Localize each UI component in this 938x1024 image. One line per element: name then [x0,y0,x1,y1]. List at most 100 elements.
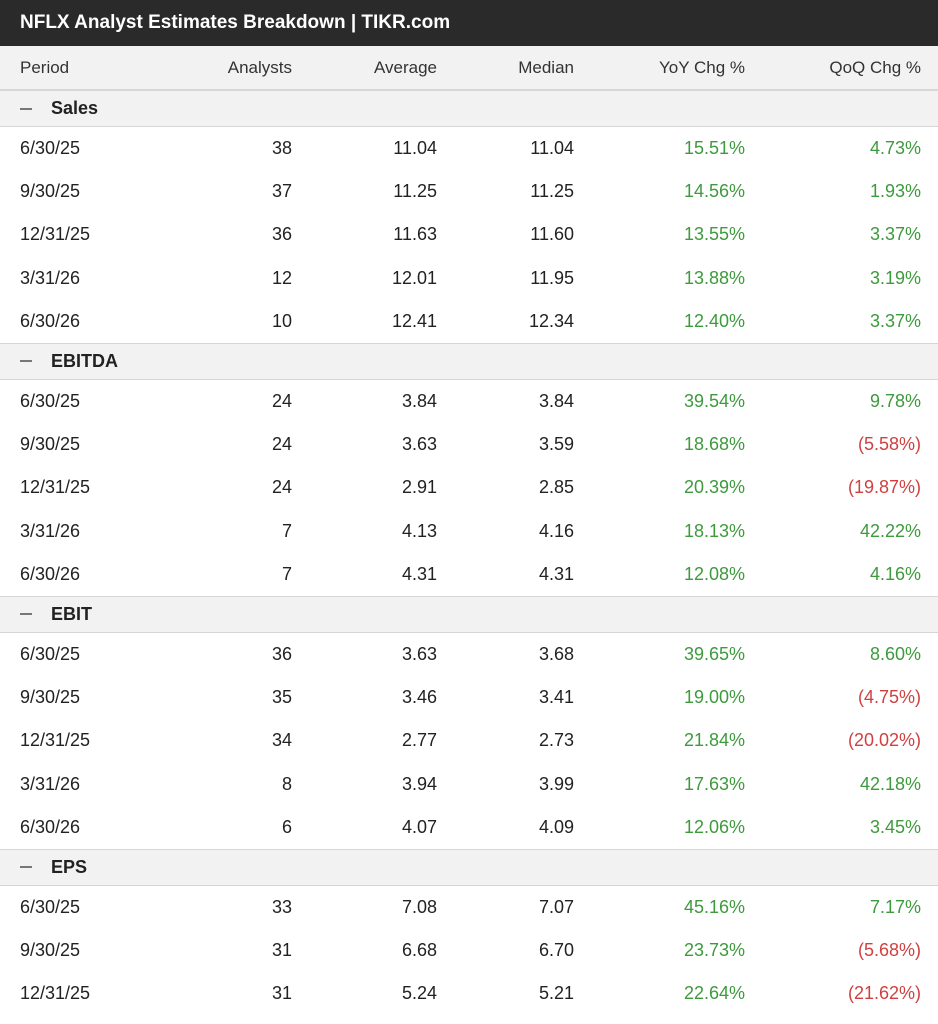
cell-yoy-chg: 23.73% [683,940,745,961]
cell-qoq-chg: 1.93% [869,181,921,202]
column-header-analysts[interactable]: Analysts [227,57,292,77]
cell-period: 12/31/25 [20,983,91,1004]
column-header-period[interactable]: Period [20,57,70,77]
cell-qoq-chg: (5.68%) [857,940,921,961]
cell-analysts: 36 [271,224,292,245]
table-row: 6/30/25 38 11.04 11.04 15.51% 4.73% [0,127,938,170]
cell-qoq-chg: 42.22% [859,520,921,541]
cell-period: 6/30/26 [20,816,81,837]
table-row: 6/30/26 7 4.31 4.31 12.08% 4.16% [0,553,938,596]
cell-qoq-chg: (21.62%) [847,983,921,1004]
cell-yoy-chg: 39.65% [683,643,745,664]
cell-median: 11.95 [530,267,574,288]
cell-yoy-chg: 18.68% [683,434,745,455]
cell-analysts: 24 [271,477,292,498]
column-header-yoy-chg[interactable]: YoY Chg % [658,57,745,77]
cell-average: 11.25 [393,181,437,202]
cell-qoq-chg: 9.78% [869,391,921,412]
cell-period: 6/30/25 [20,391,81,412]
cell-yoy-chg: 39.54% [683,391,745,412]
table-row: 6/30/25 24 3.84 3.84 39.54% 9.78% [0,380,938,423]
cell-average: 3.63 [401,643,437,664]
cell-qoq-chg: 42.18% [859,773,921,794]
collapse-minus-icon[interactable] [20,613,32,616]
cell-average: 2.91 [401,477,437,498]
cell-analysts: 37 [271,181,292,202]
cell-median: 11.25 [530,181,574,202]
cell-median: 2.85 [538,477,574,498]
cell-analysts: 38 [271,138,292,159]
section-header-ebit[interactable]: EBIT [0,595,938,633]
cell-yoy-chg: 13.55% [683,224,745,245]
cell-period: 9/30/25 [20,434,81,455]
cell-qoq-chg: 3.37% [869,310,921,331]
cell-average: 11.63 [393,224,437,245]
cell-yoy-chg: 17.63% [683,773,745,794]
cell-median: 4.16 [538,520,574,541]
cell-average: 12.41 [391,310,437,331]
page-title: NFLX Analyst Estimates Breakdown | TIKR.… [0,0,938,46]
cell-yoy-chg: 15.51% [683,138,745,159]
cell-yoy-chg: 12.08% [683,563,745,584]
cell-analysts: 7 [281,520,292,541]
collapse-minus-icon[interactable] [20,360,32,363]
collapse-minus-icon[interactable] [20,866,32,869]
cell-yoy-chg: 12.40% [683,310,745,331]
cell-qoq-chg: 8.60% [869,643,921,664]
cell-analysts: 8 [281,773,292,794]
cell-analysts: 6 [281,816,292,837]
cell-qoq-chg: 3.37% [869,224,921,245]
column-header-median[interactable]: Median [518,57,574,77]
cell-period: 6/30/25 [20,138,81,159]
table-row: 6/30/26 10 12.41 12.34 12.40% 3.37% [0,300,938,343]
section-header-ebitda[interactable]: EBITDA [0,342,938,380]
cell-median: 11.04 [530,138,574,159]
cell-average: 3.46 [401,687,437,708]
table-row: 9/30/25 24 3.63 3.59 18.68% (5.58%) [0,423,938,466]
column-header-average[interactable]: Average [373,57,437,77]
section-header-eps[interactable]: EPS [0,848,938,886]
cell-median: 5.21 [538,983,574,1004]
cell-period: 3/31/26 [20,267,81,288]
cell-average: 3.94 [401,773,437,794]
table-row: 9/30/25 37 11.25 11.25 14.56% 1.93% [0,170,938,213]
cell-period: 6/30/26 [20,310,81,331]
cell-median: 12.34 [528,310,574,331]
table-row: 3/31/26 7 4.13 4.16 18.13% 42.22% [0,510,938,553]
cell-period: 3/31/26 [20,520,81,541]
column-header-qoq-chg[interactable]: QoQ Chg % [829,57,921,77]
cell-median: 2.73 [538,730,574,751]
cell-period: 9/30/25 [20,181,81,202]
cell-period: 12/31/25 [20,730,91,751]
cell-period: 6/30/26 [20,563,81,584]
cell-yoy-chg: 19.00% [683,687,745,708]
cell-median: 3.68 [538,643,574,664]
table-row: 12/31/25 31 5.24 5.21 22.64% (21.62%) [0,972,938,1015]
cell-average: 12.01 [391,267,437,288]
cell-yoy-chg: 22.64% [683,983,745,1004]
section-header-sales[interactable]: Sales [0,90,938,127]
cell-yoy-chg: 45.16% [683,896,745,917]
cell-period: 6/30/25 [20,643,81,664]
cell-qoq-chg: 4.16% [869,563,921,584]
table-row: 12/31/25 34 2.77 2.73 21.84% (20.02%) [0,719,938,762]
cell-median: 3.59 [538,434,574,455]
table-row: 6/30/26 6 4.07 4.09 12.06% 3.45% [0,806,938,849]
cell-average: 4.07 [401,816,437,837]
collapse-minus-icon[interactable] [20,107,32,110]
cell-average: 3.63 [401,434,437,455]
cell-analysts: 12 [271,267,292,288]
cell-period: 12/31/25 [20,224,91,245]
table-row: 9/30/25 31 6.68 6.70 23.73% (5.68%) [0,929,938,972]
cell-yoy-chg: 13.88% [683,267,745,288]
estimates-table-body: Sales 6/30/25 38 11.04 11.04 15.51% 4.73% 9/30/… [0,90,938,1015]
table-row: 12/31/25 24 2.91 2.85 20.39% (19.87%) [0,466,938,509]
cell-yoy-chg: 20.39% [683,477,745,498]
cell-average: 7.08 [401,896,437,917]
table-row: 6/30/25 33 7.08 7.07 45.16% 7.17% [0,886,938,929]
cell-median: 11.60 [530,224,574,245]
cell-period: 6/30/25 [20,896,81,917]
cell-median: 3.84 [538,391,574,412]
cell-period: 9/30/25 [20,687,81,708]
cell-analysts: 10 [271,310,292,331]
